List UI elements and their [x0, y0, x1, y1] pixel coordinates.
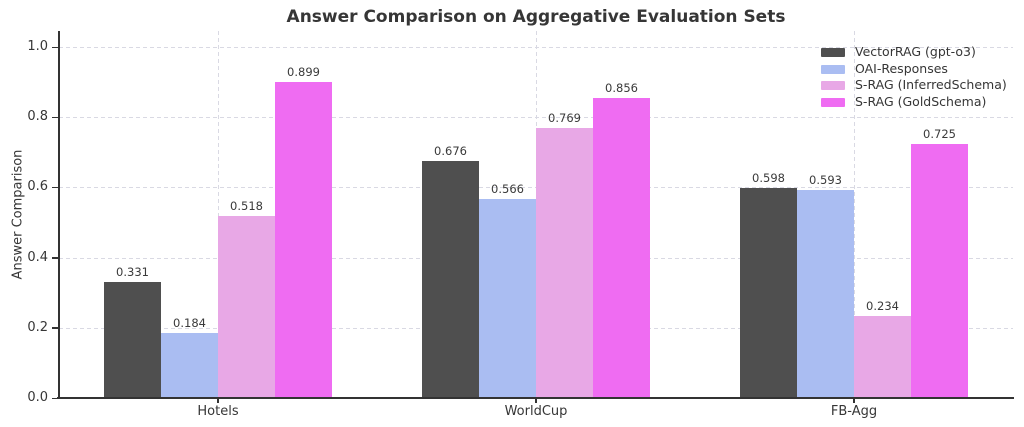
- legend-label: S-RAG (GoldSchema): [855, 93, 987, 109]
- x-tick-mark: [535, 398, 537, 403]
- y-tick-mark: [52, 327, 58, 329]
- legend-label: OAI-Responses: [855, 60, 948, 76]
- bar: [536, 128, 593, 398]
- bar-value-label: 0.725: [923, 126, 956, 141]
- y-axis-label: Answer Comparison: [10, 149, 26, 280]
- bar-value-label: 0.598: [752, 171, 785, 186]
- bar: [854, 315, 911, 398]
- bar-value-label: 0.899: [287, 65, 320, 80]
- y-tick-label: 0.8: [27, 109, 48, 125]
- y-gridline: [59, 47, 1013, 48]
- bar-value-label: 0.769: [548, 111, 581, 126]
- y-tick-label: 0.4: [27, 249, 48, 265]
- y-tick-label: 0.6: [27, 179, 48, 195]
- bar-value-label: 0.184: [173, 316, 206, 331]
- y-tick-label: 0.2: [27, 319, 48, 335]
- bar-value-label: 0.856: [605, 80, 638, 95]
- bar-value-label: 0.676: [434, 143, 467, 158]
- bar-value-label: 0.331: [116, 264, 149, 279]
- y-tick-label: 0.0: [27, 390, 48, 405]
- bar: [740, 188, 797, 398]
- y-gridline: [59, 117, 1013, 119]
- y-tick-mark: [52, 257, 58, 259]
- bar: [593, 97, 650, 398]
- y-tick-mark: [52, 46, 58, 48]
- bar: [275, 82, 332, 398]
- legend-label: S-RAG (InferredSchema): [855, 77, 1007, 93]
- y-tick-mark: [52, 397, 58, 399]
- legend-swatch: [821, 48, 845, 57]
- bar-value-label: 0.593: [809, 172, 842, 187]
- x-tick-mark: [853, 398, 855, 403]
- y-axis-spine: [58, 31, 60, 398]
- bar: [161, 333, 218, 398]
- x-gridline: [218, 31, 219, 397]
- bar: [911, 143, 968, 398]
- x-tick-label: FB-Agg: [830, 404, 878, 419]
- legend-swatch: [821, 81, 845, 91]
- chart-title: Answer Comparison on Aggregative Evaluat…: [286, 7, 786, 27]
- x-axis-spine: [57, 397, 1014, 399]
- legend-swatch: [821, 64, 845, 74]
- x-gridline: [854, 31, 855, 397]
- bar-value-label: 0.566: [491, 182, 524, 197]
- y-tick-mark: [52, 186, 58, 189]
- bar: [218, 216, 275, 398]
- bar-value-label: 0.518: [230, 199, 263, 214]
- bar: [422, 160, 479, 398]
- bar: [104, 281, 161, 398]
- x-tick-mark: [217, 398, 219, 403]
- y-tick-mark: [52, 116, 58, 119]
- y-tick-label: 1.0: [27, 39, 48, 54]
- bar-value-label: 0.234: [866, 298, 899, 313]
- bar: [479, 199, 536, 398]
- bar: [797, 189, 854, 398]
- legend-swatch: [821, 97, 845, 107]
- legend-label: VectorRAG (gpt-o3): [855, 44, 976, 59]
- x-tick-label: WorldCup: [504, 404, 568, 419]
- x-tick-label: Hotels: [197, 404, 239, 419]
